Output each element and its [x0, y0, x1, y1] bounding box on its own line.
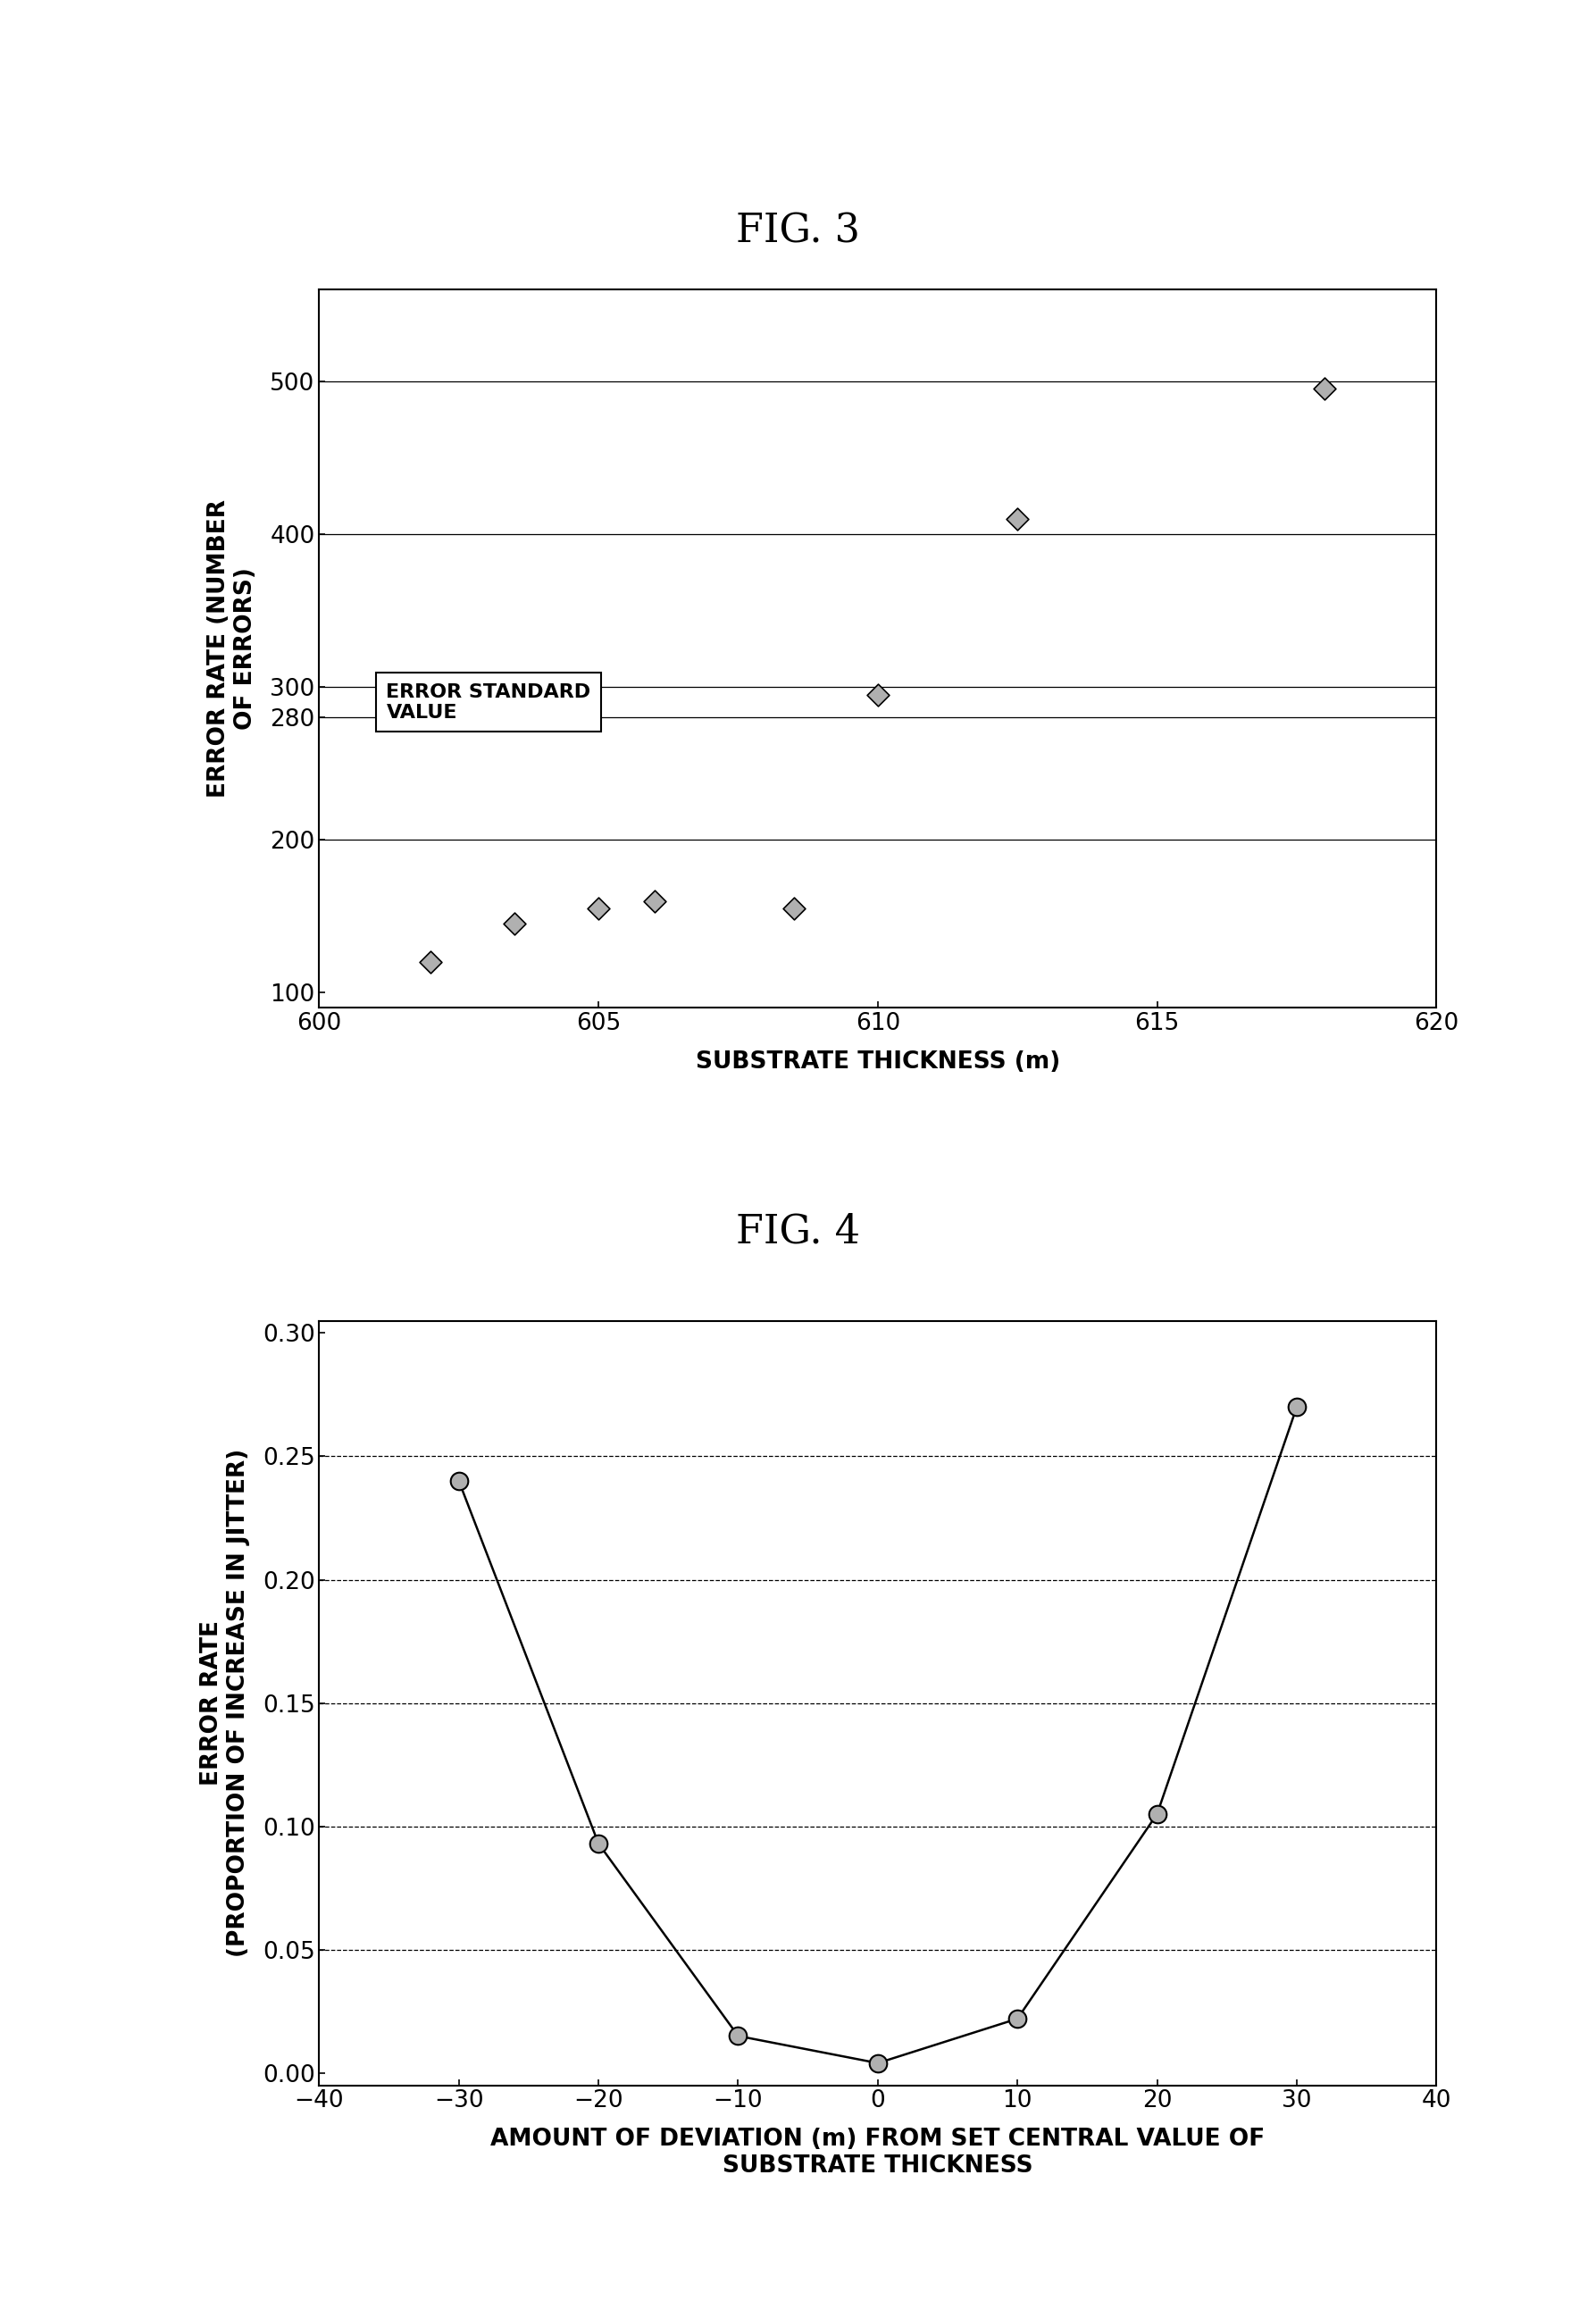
Point: [445, 1462, 472, 1499]
Point: [1005, 500, 1031, 538]
Point: [782, 890, 808, 927]
Point: [1005, 2000, 1031, 2037]
Point: [586, 890, 611, 927]
Point: [503, 906, 528, 943]
Text: ERROR STANDARD
VALUE: ERROR STANDARD VALUE: [386, 684, 591, 721]
Text: FIG. 3: FIG. 3: [736, 211, 860, 250]
Text: FIG. 4: FIG. 4: [736, 1212, 860, 1251]
Point: [1312, 371, 1337, 408]
Point: [418, 943, 444, 980]
X-axis label: AMOUNT OF DEVIATION (m) FROM SET CENTRAL VALUE OF
SUBSTRATE THICKNESS: AMOUNT OF DEVIATION (m) FROM SET CENTRAL…: [490, 2127, 1266, 2178]
Point: [1285, 1388, 1310, 1425]
Y-axis label: ERROR RATE
(PROPORTION OF INCREASE IN JITTER): ERROR RATE (PROPORTION OF INCREASE IN JI…: [200, 1448, 251, 1958]
Point: [1144, 1796, 1170, 1833]
Point: [642, 883, 667, 920]
Point: [725, 2018, 752, 2055]
X-axis label: SUBSTRATE THICKNESS (m): SUBSTRATE THICKNESS (m): [696, 1050, 1060, 1073]
Point: [865, 677, 891, 714]
Point: [586, 1826, 611, 1863]
Point: [865, 2044, 891, 2081]
Y-axis label: ERROR RATE (NUMBER
OF ERRORS): ERROR RATE (NUMBER OF ERRORS): [207, 500, 257, 797]
